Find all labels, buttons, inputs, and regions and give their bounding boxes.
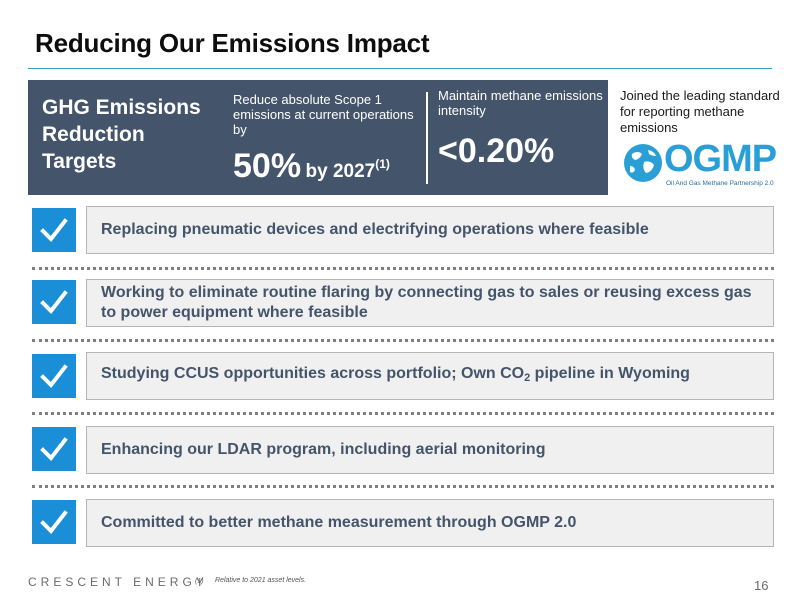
action-text: Replacing pneumatic devices and electrif… (101, 221, 649, 238)
action-text: Working to eliminate routine flaring by … (101, 284, 752, 321)
dotted-divider (32, 267, 774, 270)
panel-heading: GHG Emissions Reduction Targets (42, 96, 201, 173)
checkmark-icon (32, 280, 76, 324)
footnote-text: Relative to 2021 asset levels. (215, 577, 307, 584)
footer-brand: CRESCENT ENERGY (28, 575, 208, 589)
scope1-description: Reduce absolute Scope 1 emissions at cur… (233, 92, 414, 137)
ogmp-logo-text: OGMP (664, 138, 777, 180)
co2-subscript: 2 (524, 372, 531, 384)
checkmark-icon (32, 208, 76, 252)
ogmp-logo: OGMP Oil And Gas Methane Partnership 2.0 (620, 138, 777, 192)
ghg-targets-panel: GHG Emissions Reduction Targets Reduce a… (28, 80, 608, 195)
scope1-year: by 2027 (305, 161, 376, 182)
action-item: Committed to better methane measurement … (86, 499, 774, 547)
methane-description: Maintain methane emissions intensity (438, 88, 603, 118)
action-text-part: pipeline in Wyoming (530, 365, 690, 382)
action-text-part: Studying CCUS opportunities across portf… (101, 365, 525, 382)
action-item: Enhancing our LDAR program, including ae… (86, 426, 774, 474)
action-text: Enhancing our LDAR program, including ae… (101, 441, 546, 458)
scope1-percent: 50% (233, 147, 302, 185)
ogmp-note: Joined the leading standard for reportin… (620, 88, 780, 135)
panel-divider (426, 92, 428, 184)
dotted-divider (32, 412, 774, 415)
title-divider (28, 68, 772, 69)
dotted-divider (32, 339, 774, 342)
footnote-marker: (1) (195, 578, 204, 585)
checkmark-icon (32, 427, 76, 471)
methane-target: Maintain methane emissions intensity <0.… (438, 88, 603, 171)
page-number: 16 (754, 578, 769, 593)
scope1-value: 50% by 2027(1) (233, 147, 423, 186)
scope1-target: Reduce absolute Scope 1 emissions at cur… (233, 92, 423, 186)
ogmp-logo-subtitle: Oil And Gas Methane Partnership 2.0 (666, 180, 774, 187)
action-text: Committed to better methane measurement … (101, 514, 577, 531)
dotted-divider (32, 485, 774, 488)
action-text: Studying CCUS opportunities across portf… (101, 364, 690, 388)
methane-value: <0.20% (438, 132, 555, 170)
footnote-marker: (1) (375, 157, 390, 171)
action-item: Working to eliminate routine flaring by … (86, 279, 774, 327)
page-title: Reducing Our Emissions Impact (35, 28, 430, 58)
action-item: Replacing pneumatic devices and electrif… (86, 206, 774, 254)
checkmark-icon (32, 354, 76, 398)
checkmark-icon (32, 500, 76, 544)
action-item: Studying CCUS opportunities across portf… (86, 352, 774, 400)
globe-icon (624, 144, 662, 182)
